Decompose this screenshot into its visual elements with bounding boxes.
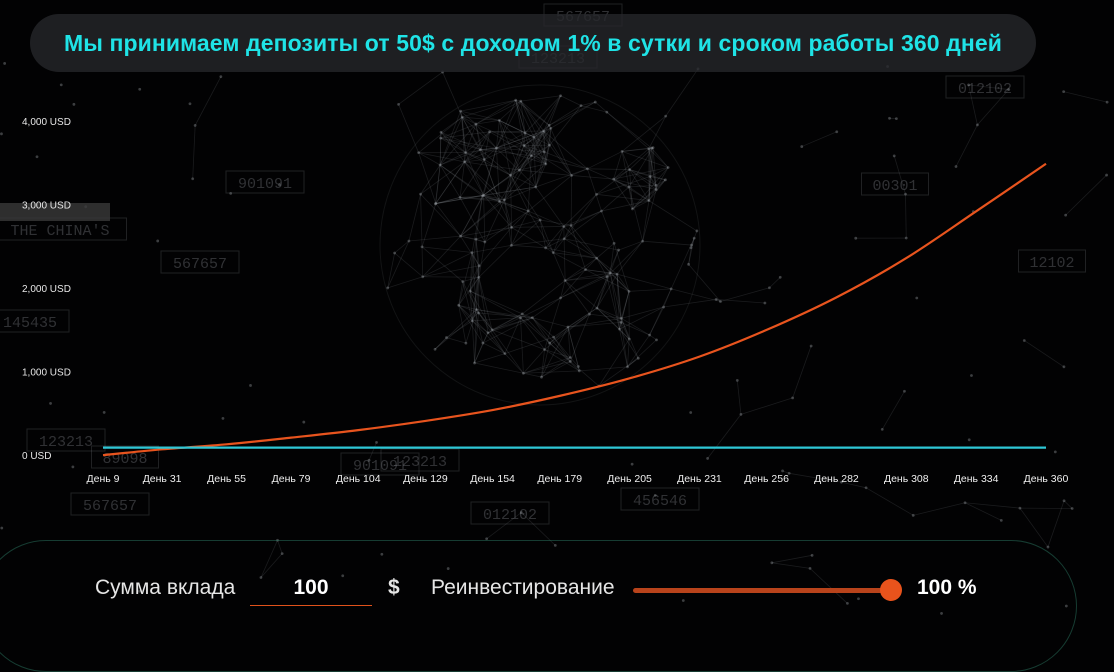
x-tick-label: День 308 bbox=[884, 473, 929, 485]
y-tick-label: 3,000 USD bbox=[22, 201, 71, 212]
y-tick-label: 4,000 USD bbox=[22, 117, 71, 128]
x-axis: День 9 День 31 День 55 День 79 День 104 День … bbox=[87, 473, 1069, 485]
x-tick-label: День 205 bbox=[607, 473, 652, 485]
x-tick-label: День 256 bbox=[744, 473, 789, 485]
x-tick-label: День 282 bbox=[814, 473, 859, 485]
x-tick-label: День 179 bbox=[537, 473, 582, 485]
deposit-amount-input[interactable]: 100 bbox=[250, 573, 372, 606]
x-tick-label: День 55 bbox=[207, 473, 246, 485]
deposit-growth-chart: 0 USD 1,000 USD 2,000 USD 3,000 USD 4,000 US… bbox=[0, 95, 1114, 495]
x-tick-label: День 104 bbox=[336, 473, 381, 485]
reinvest-label: Реинвестирование bbox=[431, 576, 615, 600]
x-tick-label: День 334 bbox=[954, 473, 999, 485]
series-line-growth bbox=[103, 164, 1046, 455]
reinvest-slider-handle[interactable] bbox=[880, 579, 902, 601]
code-label: 012102 bbox=[471, 502, 549, 524]
x-tick-label: День 231 bbox=[677, 473, 722, 485]
svg-text:567657: 567657 bbox=[83, 498, 137, 515]
svg-text:456546: 456546 bbox=[633, 493, 687, 510]
x-tick-label: День 9 bbox=[87, 473, 120, 485]
y-tick-label: 1,000 USD bbox=[22, 368, 71, 379]
reinvest-slider-track[interactable] bbox=[633, 588, 889, 593]
svg-text:012102: 012102 bbox=[483, 507, 537, 524]
x-tick-label: День 360 bbox=[1024, 473, 1069, 485]
y-axis: 0 USD 1,000 USD 2,000 USD 3,000 USD 4,000 US… bbox=[22, 117, 71, 462]
x-tick-label: День 79 bbox=[272, 473, 311, 485]
x-tick-label: День 154 bbox=[470, 473, 515, 485]
deposit-amount-label: Сумма вклада bbox=[95, 576, 235, 600]
y-tick-label: 0 USD bbox=[22, 451, 51, 462]
code-label: 567657 bbox=[71, 493, 149, 515]
y-tick-label: 2,000 USD bbox=[22, 284, 71, 295]
headline-banner: Мы принимаем депозиты от 50$ с доходом 1… bbox=[30, 14, 1036, 72]
currency-symbol: $ bbox=[388, 576, 400, 600]
headline-text: Мы принимаем депозиты от 50$ с доходом 1… bbox=[64, 30, 1002, 57]
x-tick-label: День 31 bbox=[143, 473, 182, 485]
reinvest-percent-value: 100 % bbox=[917, 576, 977, 600]
x-tick-label: День 129 bbox=[403, 473, 448, 485]
panel-outline bbox=[0, 540, 1077, 672]
